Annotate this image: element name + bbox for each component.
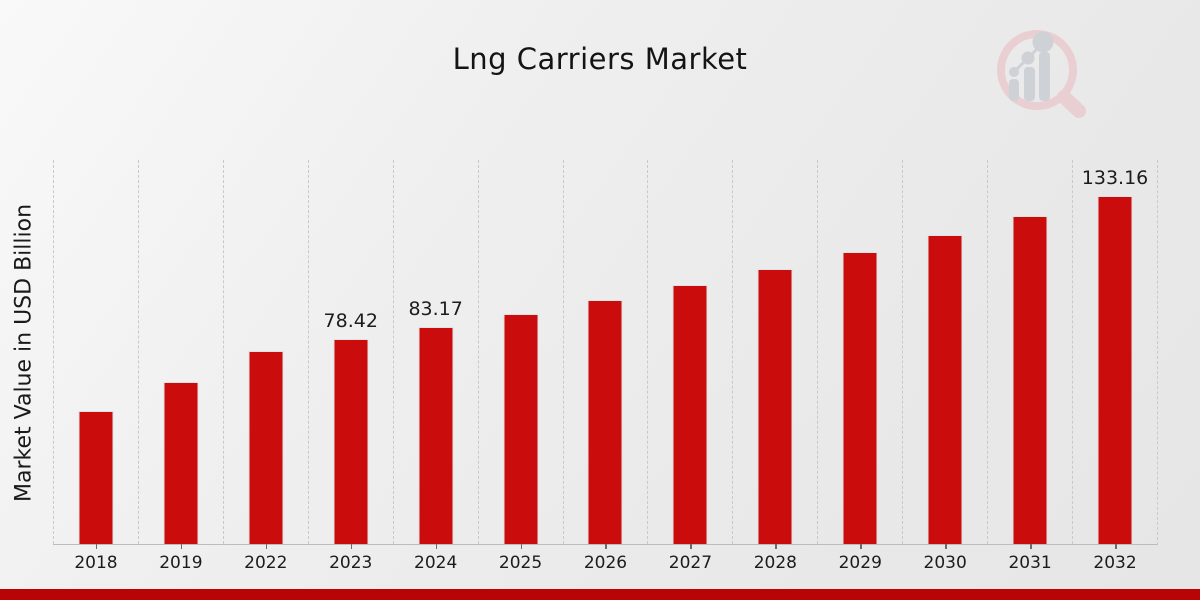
bar-2031 — [1012, 216, 1048, 544]
x-tick-mark — [690, 544, 692, 549]
category-slot-2031: 2031 — [987, 160, 1072, 573]
x-tick-label-2029: 2029 — [838, 553, 882, 573]
category-slot-2024: 83.17 2024 — [392, 160, 478, 573]
logo-trend-dot — [1021, 51, 1035, 65]
category-slot-2032: 133.16 2032 — [1072, 160, 1157, 573]
bar-2024 — [418, 326, 454, 544]
logo-bar-small — [1009, 79, 1019, 101]
category-slot-2018: 2018 — [53, 160, 138, 573]
x-tick-mark — [180, 544, 183, 549]
logo-bar-tall — [1039, 52, 1050, 101]
category-slot-2027: 2027 — [647, 160, 732, 573]
category-slot-2028: 2028 — [732, 160, 817, 573]
value-label-2024: 83.17 — [408, 297, 463, 320]
bar-2022 — [248, 350, 284, 544]
bar-2019 — [163, 381, 199, 544]
x-tick-mark — [265, 544, 268, 549]
magnifier-handle — [1057, 90, 1086, 118]
x-tick-label-2027: 2027 — [668, 553, 713, 573]
watermark-logo-icon — [997, 30, 1086, 118]
plot-area: 2018 2019 2022 78.42 2023 83.17 2024 2025 2026 20… — [53, 160, 1158, 573]
x-tick-label-2022: 2022 — [244, 553, 288, 573]
x-tick-label-2032: 2032 — [1093, 553, 1137, 573]
value-label-2023: 78.42 — [323, 310, 378, 333]
x-tick-mark — [605, 544, 607, 549]
category-slot-2019: 2019 — [137, 160, 223, 573]
bar-2029 — [842, 252, 878, 544]
bar-2023 — [333, 339, 369, 544]
logo-trend-dot — [1009, 67, 1019, 77]
x-tick-mark — [350, 544, 353, 549]
category-slot-2029: 2029 — [817, 160, 902, 573]
footer-accent-bar — [0, 589, 1200, 600]
bar-2030 — [927, 234, 963, 544]
x-tick-mark — [1030, 544, 1032, 549]
logo-trend-dot — [1032, 31, 1054, 53]
bar-2025 — [503, 313, 539, 544]
x-tick-label-2031: 2031 — [1008, 553, 1052, 573]
logo-bar-medium — [1024, 67, 1035, 101]
x-tick-mark — [775, 544, 777, 549]
category-slot-2030: 2030 — [902, 160, 987, 573]
category-slot-2023: 78.42 2023 — [307, 160, 393, 573]
chart-title: Lng Carriers Market — [452, 42, 748, 76]
x-tick-label-2024: 2024 — [414, 553, 458, 573]
x-tick-label-2030: 2030 — [923, 553, 967, 573]
category-slot-2026: 2026 — [562, 160, 648, 573]
bar-2026 — [587, 299, 623, 544]
x-tick-label-2026: 2026 — [583, 553, 628, 573]
bar-2018 — [78, 411, 114, 544]
bar-2032 — [1097, 196, 1133, 544]
x-tick-mark — [95, 544, 98, 549]
x-tick-mark — [945, 544, 947, 549]
x-tick-mark — [860, 544, 862, 549]
x-tick-label-2028: 2028 — [753, 553, 797, 573]
x-tick-label-2019: 2019 — [159, 553, 203, 573]
x-tick-mark — [520, 544, 523, 549]
x-tick-label-2025: 2025 — [498, 553, 543, 573]
x-tick-mark — [435, 544, 438, 549]
category-slot-2022: 2022 — [222, 160, 308, 573]
x-tick-label-2023: 2023 — [329, 553, 373, 573]
category-slot-2025: 2025 — [477, 160, 563, 573]
value-label-2032: 133.16 — [1081, 167, 1149, 190]
x-tick-mark — [1115, 544, 1117, 549]
y-axis-label: Market Value in USD Billion — [11, 203, 37, 502]
bar-2027 — [672, 284, 708, 544]
x-tick-label-2018: 2018 — [74, 553, 118, 573]
bar-2028 — [757, 269, 793, 544]
